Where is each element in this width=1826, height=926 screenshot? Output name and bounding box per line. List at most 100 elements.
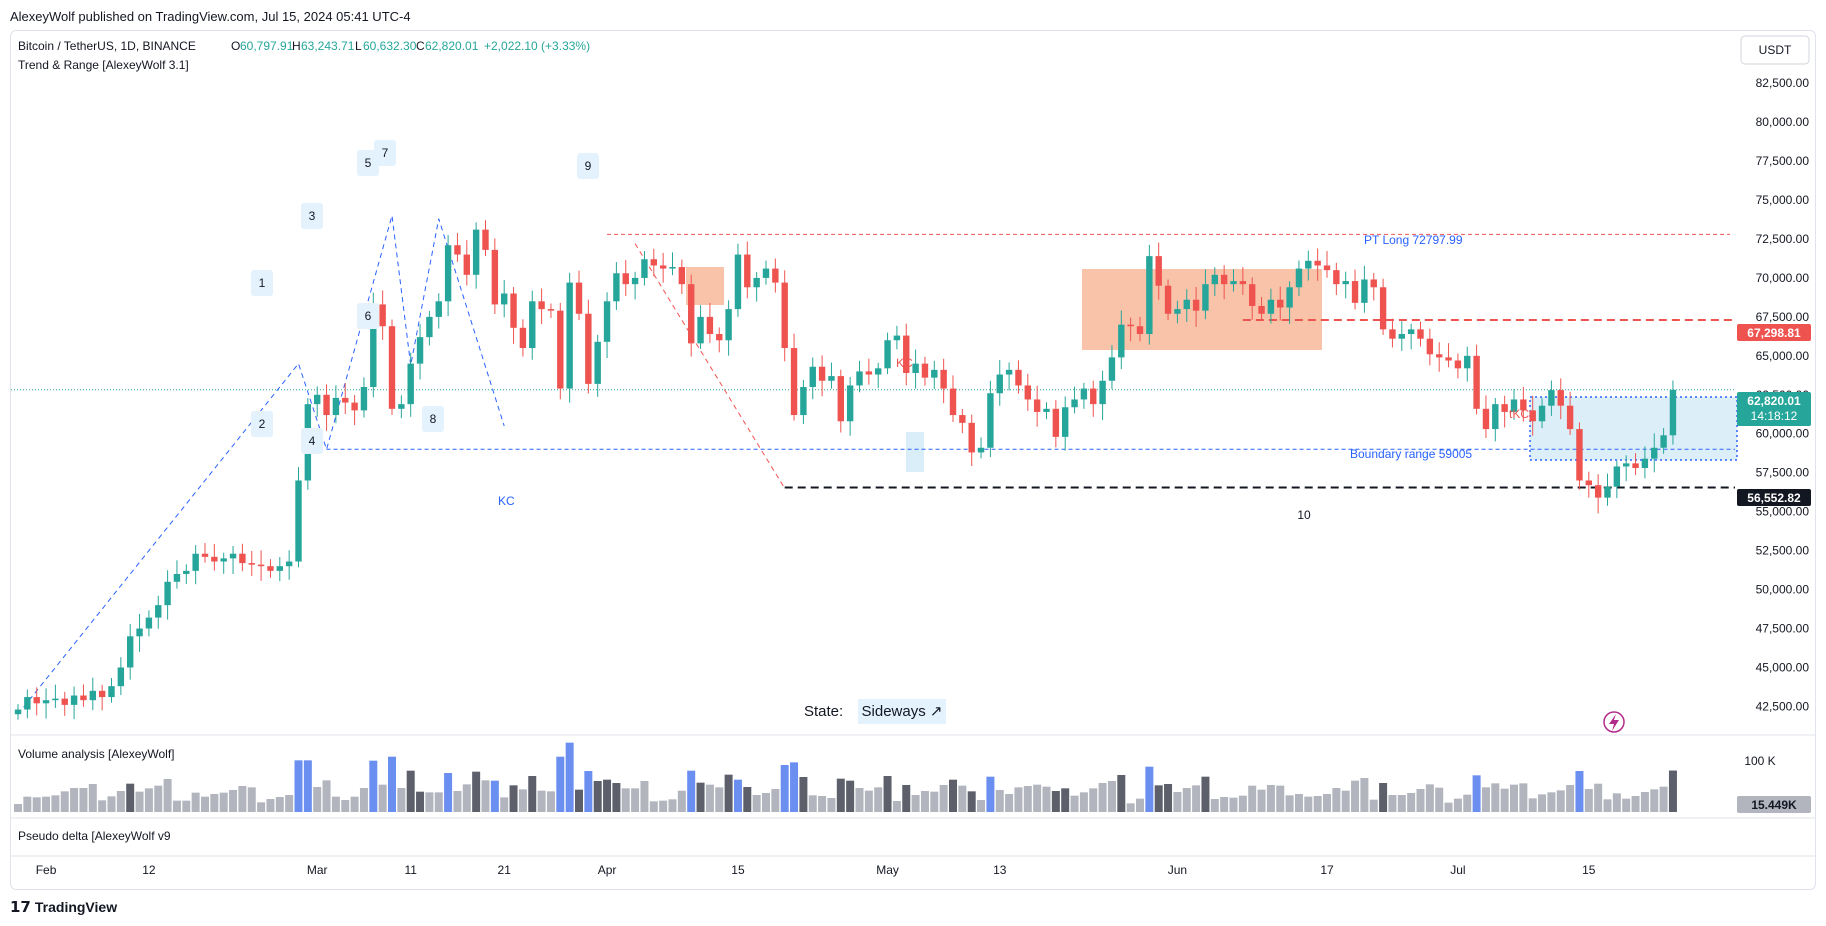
candle-body bbox=[426, 316, 433, 338]
candle bbox=[753, 272, 760, 302]
candle-body bbox=[846, 385, 854, 422]
volume-bar bbox=[341, 800, 350, 812]
volume-bar bbox=[1481, 787, 1490, 812]
candle bbox=[856, 360, 863, 393]
candle-body bbox=[1623, 463, 1630, 467]
candle-body bbox=[1660, 435, 1667, 448]
candle-body bbox=[1473, 355, 1480, 409]
candle bbox=[688, 274, 695, 357]
candle bbox=[1267, 288, 1275, 324]
candle bbox=[996, 359, 1003, 406]
volume-pane bbox=[14, 742, 1677, 812]
candle-body bbox=[837, 376, 844, 422]
price-tick-label: 82,500.00 bbox=[1756, 76, 1810, 90]
candle bbox=[641, 250, 648, 286]
volume-bar bbox=[135, 791, 144, 812]
candle bbox=[987, 380, 994, 458]
candle-body bbox=[1632, 463, 1639, 469]
volume-bar bbox=[1257, 789, 1266, 812]
candle bbox=[1192, 287, 1200, 327]
candle bbox=[1080, 382, 1088, 409]
candle bbox=[650, 248, 657, 277]
volume-bar bbox=[60, 791, 69, 812]
candle bbox=[1333, 262, 1340, 296]
candle bbox=[463, 240, 470, 286]
volume-bar bbox=[949, 779, 957, 812]
candle bbox=[1632, 453, 1639, 476]
candle bbox=[1379, 278, 1387, 335]
wave-marker-9: 9 bbox=[577, 153, 599, 179]
ohlc-readout: O 60,797.91 H 63,243.71 L 60,632.30 C 62… bbox=[231, 39, 590, 53]
volume-bar bbox=[902, 785, 911, 812]
symbol-title[interactable]: Bitcoin / TetherUS, 1D, BINANCE bbox=[18, 39, 196, 53]
candle-body bbox=[1576, 429, 1583, 481]
currency-button[interactable]: USDT bbox=[1740, 35, 1810, 65]
candle-body bbox=[641, 259, 648, 278]
volume-bar bbox=[1547, 792, 1556, 812]
candle-body bbox=[1398, 334, 1405, 339]
candle bbox=[285, 550, 293, 580]
volume-bar bbox=[1313, 796, 1322, 812]
candle-body bbox=[482, 229, 489, 250]
candle bbox=[931, 360, 938, 389]
ohlc-low: 60,632.30 bbox=[363, 39, 417, 53]
tradingview-logo[interactable]: 𝟭𝟳 TradingView bbox=[10, 897, 117, 917]
candle bbox=[332, 385, 340, 424]
time-axis[interactable]: Feb 12 Mar 11 21 Apr 15 May 13 Jun 17 Jul 15 bbox=[36, 863, 1596, 877]
volume-indicator-title[interactable]: Volume analysis [AlexeyWolf] bbox=[18, 747, 175, 761]
candle-body bbox=[781, 282, 788, 349]
volume-bar bbox=[88, 784, 97, 812]
volume-bar bbox=[1145, 766, 1154, 812]
candle-body bbox=[762, 268, 770, 278]
candle-body bbox=[650, 259, 657, 266]
candle bbox=[1351, 269, 1359, 310]
candle-body bbox=[1436, 354, 1443, 358]
volume-bar bbox=[481, 780, 490, 812]
resistance-badge: 67,298.81 bbox=[1737, 324, 1811, 341]
price-tick-label: 50,000.00 bbox=[1756, 583, 1810, 597]
footer-brand: TradingView bbox=[34, 899, 118, 915]
candle-body bbox=[800, 387, 807, 416]
candle bbox=[1155, 242, 1162, 300]
ohlc-open-label: O bbox=[231, 39, 240, 53]
candle bbox=[1118, 310, 1125, 370]
volume-bar bbox=[995, 790, 1004, 812]
volume-bar bbox=[1556, 790, 1565, 812]
volume-bar bbox=[79, 788, 88, 812]
volume-bar bbox=[1668, 770, 1677, 812]
volume-bar bbox=[1238, 795, 1247, 812]
candle bbox=[1585, 471, 1592, 498]
time-tick-label: Feb bbox=[36, 863, 57, 877]
time-tick-label: Jul bbox=[1450, 863, 1465, 877]
candle bbox=[977, 437, 985, 459]
price-axis[interactable]: 82,500.00 80,000.00 77,500.00 75,000.00 72,5… bbox=[1756, 76, 1810, 713]
candle bbox=[1660, 428, 1667, 454]
candle bbox=[697, 305, 704, 349]
state-value: Sideways ↗ bbox=[862, 703, 943, 720]
support-badge-text: 56,552.82 bbox=[1747, 491, 1801, 505]
candle bbox=[1641, 446, 1649, 479]
kc-label-lower: KC bbox=[498, 494, 515, 508]
volume-bar bbox=[1425, 784, 1434, 812]
candle bbox=[716, 327, 723, 353]
ohlc-close-label: C bbox=[416, 39, 425, 53]
volume-value-text: 15.449K bbox=[1751, 798, 1797, 812]
candle-body bbox=[1164, 285, 1172, 314]
delta-indicator-title[interactable]: Pseudo delta [AlexeyWolf v9 bbox=[18, 829, 171, 843]
candle-body bbox=[454, 245, 461, 255]
candle-body bbox=[1183, 299, 1190, 310]
candle-body bbox=[1146, 256, 1153, 335]
candle bbox=[1445, 343, 1452, 368]
lightning-icon[interactable] bbox=[1603, 711, 1625, 733]
volume-bar bbox=[144, 788, 153, 812]
candle bbox=[1239, 267, 1247, 295]
candle-body bbox=[1492, 404, 1499, 430]
volume-bar bbox=[453, 791, 462, 812]
wave-marker-7: 7 bbox=[374, 140, 396, 166]
volume-bar bbox=[911, 795, 920, 812]
candle bbox=[1323, 250, 1331, 278]
trend-range-indicator-title[interactable]: Trend & Range [AlexeyWolf 3.1] bbox=[18, 58, 189, 72]
candle-body bbox=[903, 335, 910, 373]
candle-body bbox=[1043, 408, 1050, 412]
